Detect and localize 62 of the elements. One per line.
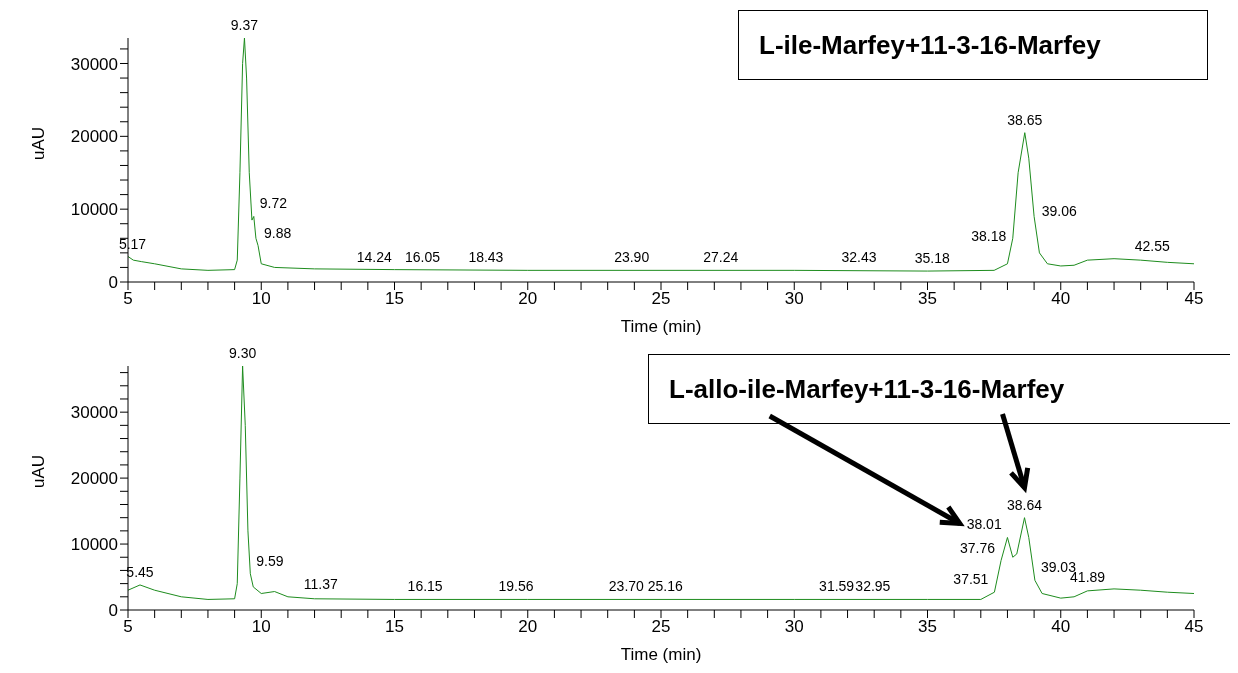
x-tick-label: 40: [1051, 289, 1071, 309]
x-tick-label: 40: [1051, 617, 1071, 637]
annotation: 5.45: [126, 563, 154, 580]
y-tick-label: 20000: [70, 127, 118, 147]
x-tick-label: 15: [385, 617, 404, 637]
x-axis-title: Time (min): [620, 317, 702, 336]
y-tick-label: 10000: [70, 200, 118, 220]
y-tick-label: 0: [108, 601, 118, 621]
y-tick-label: 20000: [70, 469, 118, 489]
x-tick-label: 35: [918, 617, 937, 637]
annotation: 9.88: [264, 224, 292, 241]
annotation: 31.59: [819, 578, 855, 595]
annotation: 9.30: [228, 345, 257, 361]
annotation: 23.70: [608, 578, 645, 595]
x-tick-label: 45: [1184, 617, 1204, 637]
line-series: [128, 366, 1194, 600]
x-tick-label: 30: [784, 289, 804, 309]
annotation: 23.90: [614, 249, 650, 266]
x-tick-label: 10: [251, 289, 271, 309]
annotation: 32.95: [855, 578, 891, 595]
y-tick-label: 30000: [70, 403, 118, 423]
y-axis-title: uAU: [29, 454, 49, 488]
annotation: 37.76: [960, 539, 996, 556]
annotation: 5.17: [118, 235, 147, 252]
x-tick-label: 30: [784, 617, 804, 637]
x-tick-label: 35: [918, 289, 937, 309]
annotation: 38.64: [1006, 496, 1043, 513]
x-tick-label: 45: [1184, 289, 1204, 309]
x-tick-label: 5: [123, 289, 133, 309]
x-tick-label: 20: [518, 289, 538, 309]
annotation: 9.72: [259, 195, 288, 212]
callout-box: L-ile-Marfey+11-3-16-Marfey: [738, 10, 1208, 80]
y-tick-label: 0: [108, 273, 118, 293]
x-tick-label: 25: [651, 289, 671, 309]
annotation: 42.55: [1134, 238, 1170, 255]
y-tick-label: 10000: [70, 535, 118, 555]
x-tick-label: 10: [251, 617, 271, 637]
y-axis-title: uAU: [29, 126, 49, 160]
annotation: 38.65: [1007, 111, 1043, 128]
annotation: 32.43: [841, 249, 877, 266]
callout-box: L-allo-ile-Marfey+11-3-16-Marfey: [648, 354, 1230, 424]
annotation: 16.05: [404, 249, 441, 266]
annotation: 9.37: [230, 17, 259, 33]
annotation: 25.16: [647, 578, 683, 595]
annotation: 35.18: [914, 250, 951, 267]
annotation: 14.24: [356, 249, 392, 266]
annotation: 37.51: [953, 571, 989, 588]
x-tick-label: 5: [123, 617, 133, 637]
y-tick-label: 30000: [70, 54, 118, 74]
annotation: 19.56: [498, 578, 534, 595]
annotation: 11.37: [303, 575, 338, 592]
x-tick-label: 20: [518, 617, 538, 637]
annotation: 18.43: [468, 249, 504, 266]
annotation: 16.15: [407, 578, 443, 595]
annotation: 39.06: [1041, 202, 1077, 219]
x-tick-label: 15: [385, 289, 404, 309]
annotation: 38.18: [971, 228, 1007, 245]
annotation: 9.59: [256, 552, 284, 569]
annotation: 38.01: [966, 516, 1002, 533]
annotation: 27.24: [703, 249, 739, 266]
x-tick-label: 25: [651, 617, 671, 637]
x-axis-title: Time (min): [620, 645, 702, 664]
